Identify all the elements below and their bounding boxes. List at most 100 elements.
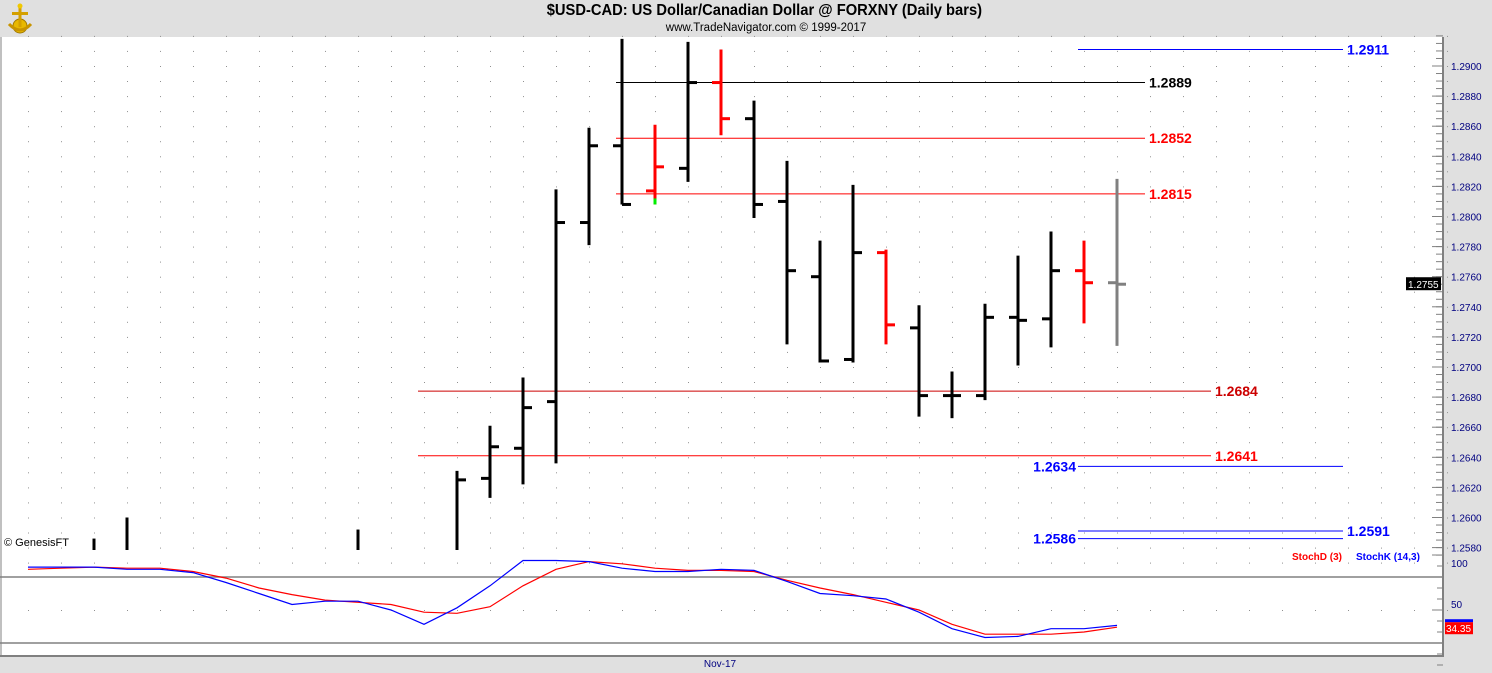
grid-dot xyxy=(1315,610,1316,611)
grid-dot xyxy=(820,111,821,113)
grid-dot xyxy=(820,457,821,459)
grid-dot xyxy=(1447,502,1448,504)
grid-dot xyxy=(1051,171,1052,173)
grid-dot xyxy=(1282,427,1283,429)
grid-dot xyxy=(127,291,128,293)
y-tick-label: 1.2700 xyxy=(1451,363,1482,374)
grid-dot xyxy=(754,231,755,233)
grid-dot xyxy=(1084,472,1085,474)
grid-dot xyxy=(1084,35,1085,37)
grid-dot xyxy=(457,610,458,611)
grid-dot xyxy=(259,336,260,338)
grid-dot xyxy=(193,276,194,278)
grid-dot xyxy=(1249,382,1250,383)
grid-dot xyxy=(358,397,359,399)
grid-dot xyxy=(424,412,425,414)
grid-dot xyxy=(655,472,656,474)
grid-dot xyxy=(556,186,557,188)
grid-dot xyxy=(292,517,293,519)
grid-dot xyxy=(127,412,128,414)
grid-dot xyxy=(1414,291,1415,293)
grid-dot xyxy=(655,502,656,504)
grid-dot xyxy=(160,50,161,52)
grid-dot xyxy=(1381,457,1382,459)
grid-dot xyxy=(226,216,227,218)
grid-dot xyxy=(292,427,293,429)
grid-dot xyxy=(1447,472,1448,474)
grid-dot xyxy=(1447,111,1448,113)
grid-dot xyxy=(1216,261,1217,263)
grid-dot xyxy=(259,231,260,233)
grid-dot xyxy=(787,562,788,564)
grid-dot xyxy=(754,562,755,564)
grid-dot xyxy=(1414,276,1415,278)
grid-dot xyxy=(919,457,920,459)
grid-dot xyxy=(688,276,689,278)
grid-dot xyxy=(1315,457,1316,459)
grid-dot xyxy=(1282,246,1283,248)
grid-dot xyxy=(1018,156,1019,158)
grid-dot xyxy=(358,306,359,308)
grid-dot xyxy=(1414,216,1415,218)
grid-dot xyxy=(1183,442,1184,444)
grid-dot xyxy=(1216,216,1217,218)
grid-dot xyxy=(721,216,722,218)
grid-dot xyxy=(589,472,590,474)
grid-dot xyxy=(61,517,62,519)
grid-dot xyxy=(919,171,920,173)
grid-dot xyxy=(589,351,590,353)
grid-dot xyxy=(1414,231,1415,233)
grid-dot xyxy=(655,216,656,218)
grid-dot xyxy=(127,502,128,504)
grid-dot xyxy=(391,382,392,383)
grid-dot xyxy=(919,231,920,233)
grid-dot xyxy=(1282,562,1283,564)
grid-dot xyxy=(160,126,161,128)
grid-dot xyxy=(1282,397,1283,399)
grid-dot xyxy=(952,321,953,323)
grid-dot xyxy=(853,442,854,444)
grid-dot xyxy=(523,156,524,158)
grid-dot xyxy=(655,487,656,489)
grid-dot xyxy=(556,141,557,143)
grid-dot xyxy=(1414,517,1415,519)
grid-dot xyxy=(589,261,590,263)
grid-dot xyxy=(556,50,557,52)
grid-dot xyxy=(1216,96,1217,98)
grid-dot xyxy=(1150,35,1151,37)
grid-dot xyxy=(1018,547,1019,549)
grid-dot xyxy=(1150,562,1151,564)
grid-dot xyxy=(1216,50,1217,52)
grid-dot xyxy=(787,96,788,98)
grid-dot xyxy=(127,35,128,37)
grid-dot xyxy=(160,246,161,248)
grid-dot xyxy=(61,291,62,293)
grid-dot xyxy=(622,336,623,338)
grid-dot xyxy=(490,141,491,143)
grid-dot xyxy=(259,517,260,519)
grid-dot xyxy=(391,171,392,173)
grid-dot xyxy=(985,186,986,188)
grid-dot xyxy=(1018,442,1019,444)
grid-dot xyxy=(919,246,920,248)
grid-dot xyxy=(1315,367,1316,368)
grid-dot xyxy=(193,562,194,564)
grid-dot xyxy=(952,96,953,98)
grid-dot xyxy=(919,216,920,218)
grid-dot xyxy=(787,472,788,474)
grid-dot xyxy=(1216,126,1217,128)
grid-dot xyxy=(589,502,590,504)
grid-dot xyxy=(226,111,227,113)
grid-dot xyxy=(886,231,887,233)
grid-dot xyxy=(193,141,194,143)
grid-dot xyxy=(622,367,623,368)
grid-dot xyxy=(688,291,689,293)
grid-dot xyxy=(1150,216,1151,218)
grid-dot xyxy=(358,126,359,128)
y-tick-label: 1.2680 xyxy=(1451,393,1482,404)
grid-dot xyxy=(292,487,293,489)
grid-dot xyxy=(1348,306,1349,308)
grid-dot xyxy=(193,351,194,353)
grid-dot xyxy=(1315,472,1316,474)
grid-dot xyxy=(160,487,161,489)
